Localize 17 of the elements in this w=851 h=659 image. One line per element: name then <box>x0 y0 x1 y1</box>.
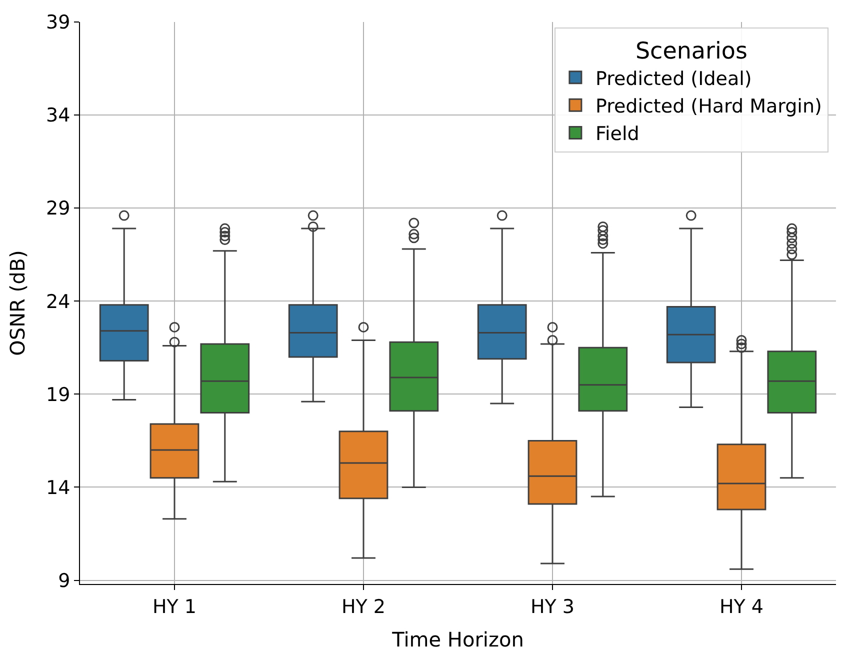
y-tick-label: 29 <box>46 198 70 220</box>
x-axis-title: Time Horizon <box>391 627 524 652</box>
y-tick-label: 34 <box>46 104 70 127</box>
y-tick-label: 24 <box>46 290 70 313</box>
x-tick-label: HY 1 <box>152 596 197 618</box>
x-tick-label: HY 2 <box>341 596 386 618</box>
y-tick-label: 14 <box>46 476 70 499</box>
y-tick-label: 19 <box>46 384 70 406</box>
y-axis-title: OSNR (dB) <box>6 250 30 356</box>
legend-label: Field <box>595 123 640 146</box>
legend-label: Predicted (Hard Margin) <box>595 95 822 118</box>
y-tick-label: 9 <box>58 570 70 592</box>
legend-label: Predicted (Ideal) <box>595 68 752 90</box>
y-tick-label: 39 <box>46 12 70 34</box>
x-tick-label: HY 4 <box>719 596 764 618</box>
x-tick-label: HY 3 <box>530 596 575 618</box>
legend-title: Scenarios <box>635 38 748 65</box>
